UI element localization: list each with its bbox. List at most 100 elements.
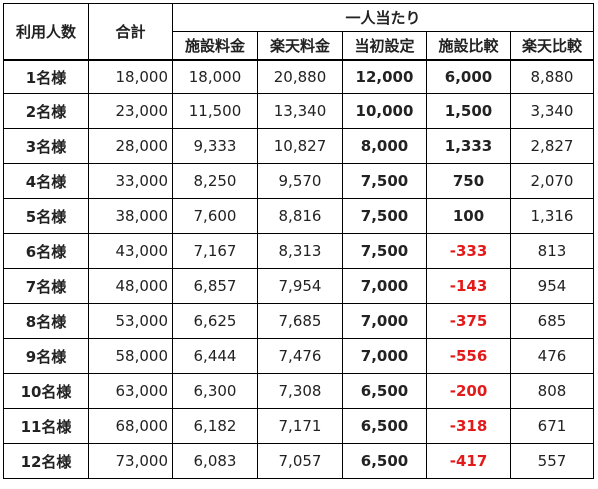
cell-facility-compare[interactable]: 1,500 bbox=[426, 93, 511, 129]
cell-initial-setting[interactable]: 7,000 bbox=[342, 338, 427, 374]
cell-facility-compare[interactable]: -200 bbox=[426, 373, 511, 409]
cell-persons[interactable]: 11名様 bbox=[3, 408, 89, 444]
cell-rakuten-fee[interactable]: 10,827 bbox=[257, 128, 343, 164]
cell-persons[interactable]: 12名様 bbox=[3, 443, 89, 479]
cell-total[interactable]: 63,000 bbox=[88, 373, 173, 409]
cell-initial-setting[interactable]: 7,500 bbox=[342, 198, 427, 234]
cell-persons[interactable]: 5名様 bbox=[3, 198, 89, 234]
cell-rakuten-fee[interactable]: 7,057 bbox=[257, 443, 343, 479]
cell-rakuten-fee[interactable]: 7,685 bbox=[257, 303, 343, 339]
cell-facility-fee[interactable]: 6,444 bbox=[172, 338, 258, 374]
cell-rakuten-compare[interactable]: 808 bbox=[510, 373, 594, 409]
table-row: 12名様 73,000 6,083 7,057 6,500 -417 557 bbox=[3, 443, 594, 479]
cell-rakuten-fee[interactable]: 7,171 bbox=[257, 408, 343, 444]
cell-initial-setting[interactable]: 12,000 bbox=[342, 59, 427, 94]
cell-total[interactable]: 33,000 bbox=[88, 163, 173, 199]
cell-initial-setting[interactable]: 6,500 bbox=[342, 408, 427, 444]
header-total[interactable]: 合計 bbox=[88, 3, 173, 61]
cell-facility-fee[interactable]: 7,167 bbox=[172, 233, 258, 269]
cell-persons[interactable]: 4名様 bbox=[3, 163, 89, 199]
cell-rakuten-compare[interactable]: 813 bbox=[510, 233, 594, 269]
table-row: 4名様 33,000 8,250 9,570 7,500 750 2,070 bbox=[3, 163, 594, 199]
cell-rakuten-fee[interactable]: 9,570 bbox=[257, 163, 343, 199]
header-initial-setting[interactable]: 当初設定 bbox=[342, 31, 427, 61]
cell-facility-compare[interactable]: -143 bbox=[426, 268, 511, 304]
table-row: 2名様 23,000 11,500 13,340 10,000 1,500 3,340 bbox=[3, 93, 594, 129]
cell-facility-fee[interactable]: 6,300 bbox=[172, 373, 258, 409]
cell-persons[interactable]: 1名様 bbox=[3, 59, 89, 94]
cell-persons[interactable]: 3名様 bbox=[3, 128, 89, 164]
cell-facility-compare[interactable]: -417 bbox=[426, 443, 511, 479]
cell-facility-compare[interactable]: -318 bbox=[426, 408, 511, 444]
cell-total[interactable]: 73,000 bbox=[88, 443, 173, 479]
cell-initial-setting[interactable]: 6,500 bbox=[342, 443, 427, 479]
cell-rakuten-fee[interactable]: 13,340 bbox=[257, 93, 343, 129]
cell-facility-compare[interactable]: 1,333 bbox=[426, 128, 511, 164]
cell-facility-fee[interactable]: 18,000 bbox=[172, 59, 258, 94]
cell-facility-fee[interactable]: 6,083 bbox=[172, 443, 258, 479]
cell-rakuten-fee[interactable]: 7,476 bbox=[257, 338, 343, 374]
cell-rakuten-fee[interactable]: 7,308 bbox=[257, 373, 343, 409]
cell-rakuten-fee[interactable]: 8,313 bbox=[257, 233, 343, 269]
cell-persons[interactable]: 10名様 bbox=[3, 373, 89, 409]
cell-facility-compare[interactable]: -375 bbox=[426, 303, 511, 339]
cell-facility-fee[interactable]: 9,333 bbox=[172, 128, 258, 164]
cell-facility-compare[interactable]: 6,000 bbox=[426, 59, 511, 94]
cell-facility-fee[interactable]: 6,182 bbox=[172, 408, 258, 444]
cell-total[interactable]: 68,000 bbox=[88, 408, 173, 444]
header-facility-fee[interactable]: 施設料金 bbox=[172, 31, 258, 61]
cell-total[interactable]: 58,000 bbox=[88, 338, 173, 374]
cell-initial-setting[interactable]: 6,500 bbox=[342, 373, 427, 409]
header-facility-compare[interactable]: 施設比較 bbox=[426, 31, 511, 61]
cell-initial-setting[interactable]: 7,500 bbox=[342, 233, 427, 269]
cell-persons[interactable]: 6名様 bbox=[3, 233, 89, 269]
cell-persons[interactable]: 2名様 bbox=[3, 93, 89, 129]
cell-initial-setting[interactable]: 7,000 bbox=[342, 268, 427, 304]
cell-rakuten-compare[interactable]: 685 bbox=[510, 303, 594, 339]
cell-initial-setting[interactable]: 10,000 bbox=[342, 93, 427, 129]
cell-total[interactable]: 48,000 bbox=[88, 268, 173, 304]
cell-facility-fee[interactable]: 8,250 bbox=[172, 163, 258, 199]
cell-rakuten-compare[interactable]: 8,880 bbox=[510, 59, 594, 94]
cell-rakuten-compare[interactable]: 2,827 bbox=[510, 128, 594, 164]
cell-initial-setting[interactable]: 8,000 bbox=[342, 128, 427, 164]
cell-facility-compare[interactable]: -333 bbox=[426, 233, 511, 269]
header-rakuten-fee[interactable]: 楽天料金 bbox=[257, 31, 343, 61]
cell-rakuten-fee[interactable]: 8,816 bbox=[257, 198, 343, 234]
cell-persons[interactable]: 8名様 bbox=[3, 303, 89, 339]
table-row: 3名様 28,000 9,333 10,827 8,000 1,333 2,827 bbox=[3, 128, 594, 164]
cell-facility-fee[interactable]: 6,857 bbox=[172, 268, 258, 304]
cell-rakuten-compare[interactable]: 476 bbox=[510, 338, 594, 374]
cell-persons[interactable]: 9名様 bbox=[3, 338, 89, 374]
cell-initial-setting[interactable]: 7,000 bbox=[342, 303, 427, 339]
cell-total[interactable]: 53,000 bbox=[88, 303, 173, 339]
cell-rakuten-compare[interactable]: 3,340 bbox=[510, 93, 594, 129]
cell-persons[interactable]: 7名様 bbox=[3, 268, 89, 304]
cell-rakuten-compare[interactable]: 1,316 bbox=[510, 198, 594, 234]
cell-total[interactable]: 43,000 bbox=[88, 233, 173, 269]
cell-facility-fee[interactable]: 6,625 bbox=[172, 303, 258, 339]
table-row: 1名様 18,000 18,000 20,880 12,000 6,000 8,880 bbox=[3, 59, 594, 94]
cell-facility-compare[interactable]: 750 bbox=[426, 163, 511, 199]
cell-rakuten-compare[interactable]: 954 bbox=[510, 268, 594, 304]
cell-facility-fee[interactable]: 11,500 bbox=[172, 93, 258, 129]
table-row: 5名様 38,000 7,600 8,816 7,500 100 1,316 bbox=[3, 198, 594, 234]
cell-rakuten-compare[interactable]: 557 bbox=[510, 443, 594, 479]
cell-facility-compare[interactable]: 100 bbox=[426, 198, 511, 234]
cell-total[interactable]: 28,000 bbox=[88, 128, 173, 164]
header-persons[interactable]: 利用人数 bbox=[3, 3, 89, 61]
cell-total[interactable]: 38,000 bbox=[88, 198, 173, 234]
cell-rakuten-compare[interactable]: 2,070 bbox=[510, 163, 594, 199]
header-per-person[interactable]: 一人当たり bbox=[172, 3, 594, 32]
cell-total[interactable]: 23,000 bbox=[88, 93, 173, 129]
cell-rakuten-compare[interactable]: 671 bbox=[510, 408, 594, 444]
table-row: 7名様 48,000 6,857 7,954 7,000 -143 954 bbox=[3, 268, 594, 304]
cell-facility-fee[interactable]: 7,600 bbox=[172, 198, 258, 234]
cell-initial-setting[interactable]: 7,500 bbox=[342, 163, 427, 199]
cell-rakuten-fee[interactable]: 7,954 bbox=[257, 268, 343, 304]
cell-facility-compare[interactable]: -556 bbox=[426, 338, 511, 374]
cell-total[interactable]: 18,000 bbox=[88, 59, 173, 94]
cell-rakuten-fee[interactable]: 20,880 bbox=[257, 59, 343, 94]
header-rakuten-compare[interactable]: 楽天比較 bbox=[510, 31, 594, 61]
